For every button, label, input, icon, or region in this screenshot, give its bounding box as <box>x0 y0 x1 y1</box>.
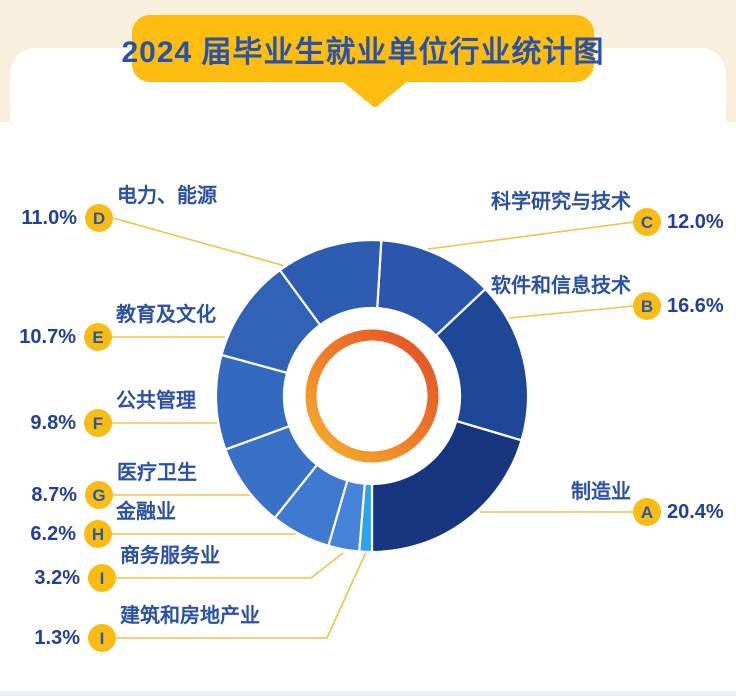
segment-percent: 9.8% <box>30 412 76 434</box>
segment-percent: 20.4% <box>667 501 724 523</box>
segment-label: 金融业 <box>116 501 176 523</box>
banner-pointer <box>341 80 409 107</box>
segment-percent: 11.0% <box>21 207 77 229</box>
segment-badge: H <box>84 520 112 548</box>
segment-label: 电力、能源 <box>117 185 217 207</box>
segment-label: 科学研究与技术 <box>491 191 631 213</box>
title-banner: 2024 届毕业生就业单位行业统计图 <box>121 15 604 82</box>
segment-percent: 1.3% <box>34 627 80 649</box>
leader-line <box>427 221 635 250</box>
segment-badge: E <box>84 323 112 351</box>
segment-percent: 6.2% <box>30 523 76 545</box>
segment-label: 医疗卫生 <box>117 462 197 484</box>
leader-line <box>508 305 635 319</box>
segment-badge: A <box>633 498 661 526</box>
segment-percent: 16.6% <box>667 295 724 317</box>
segment-label: 建筑和房地产业 <box>120 605 260 627</box>
segment-percent: 8.7% <box>31 484 77 506</box>
donut-svg <box>214 238 530 554</box>
segment-percent: 3.2% <box>34 567 80 589</box>
segment-badge: F <box>84 409 112 437</box>
center-gradient-ring <box>305 329 439 463</box>
segment-label: 公共管理 <box>116 390 196 412</box>
segment-label: 软件和信息技术 <box>491 275 631 297</box>
segment-badge: I <box>88 624 116 652</box>
segment-badge: G <box>85 481 113 509</box>
page-title: 2024 届毕业生就业单位行业统计图 <box>121 35 605 69</box>
segment-percent: 10.7% <box>19 326 76 348</box>
leader-line <box>116 551 367 639</box>
segment-badge: C <box>633 208 661 236</box>
segment-badge: B <box>633 292 661 320</box>
pie-segment-I-9 <box>358 482 374 554</box>
pie-segment-A-0 <box>370 419 523 554</box>
leader-line <box>116 552 344 579</box>
segment-label: 制造业 <box>571 481 631 503</box>
bottom-divider <box>0 691 736 696</box>
donut-chart <box>214 238 530 554</box>
segment-percent: 12.0% <box>667 211 724 233</box>
segment-badge: I <box>88 564 116 592</box>
leader-line <box>112 217 286 267</box>
content-card <box>10 48 726 696</box>
segment-badge: D <box>85 204 113 232</box>
segment-label: 商务服务业 <box>120 545 220 567</box>
segment-label: 教育及文化 <box>116 304 216 326</box>
